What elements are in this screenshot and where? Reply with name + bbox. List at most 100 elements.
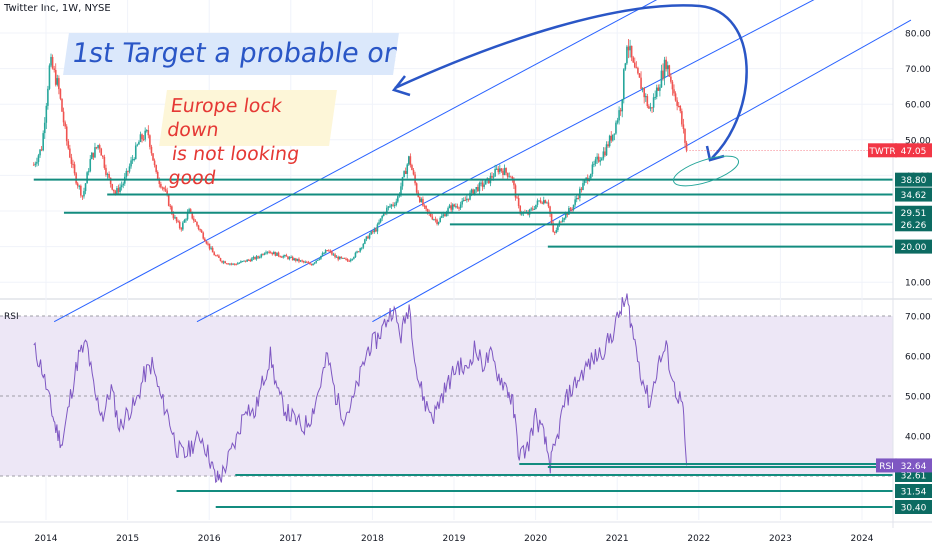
candle-body: [108, 174, 110, 178]
rsi-axis[interactable]: 70.00 60.00 50.00 40.00: [905, 313, 931, 443]
candle-body: [241, 261, 244, 263]
target-annotation[interactable]: 1st Target a probable one !: [63, 33, 399, 75]
price-tick-label: 10.00: [905, 279, 931, 289]
candle-body: [422, 198, 424, 206]
candle-body: [357, 251, 360, 253]
candle-body: [539, 200, 542, 203]
candle-body: [196, 221, 198, 226]
candle-body: [92, 152, 95, 158]
candle-body: [48, 65, 51, 89]
candle-body: [505, 168, 507, 173]
candle-body: [546, 202, 548, 204]
candle-body: [379, 218, 382, 223]
candle-body: [240, 261, 242, 263]
candle-body: [268, 251, 270, 253]
candle-body: [395, 201, 398, 206]
candle-body: [197, 225, 200, 230]
candle-body: [499, 168, 501, 173]
candle-body: [583, 180, 586, 184]
candle-body: [271, 252, 274, 255]
candle-body: [67, 141, 70, 149]
candle-body: [47, 88, 49, 106]
time-tick-label: 2024: [851, 534, 874, 544]
last-price-badge: [895, 143, 932, 158]
candle-body: [315, 260, 318, 263]
candle-body: [191, 211, 194, 219]
candle-body: [632, 57, 635, 63]
candle-body: [436, 219, 438, 224]
candle-body: [682, 124, 685, 130]
candle-body: [182, 222, 184, 230]
ticker-label: TWTR: [868, 147, 895, 157]
candle-body: [133, 158, 135, 160]
candle-body: [273, 252, 275, 255]
candle-body: [612, 134, 614, 141]
candle-body: [266, 251, 269, 253]
candle-body: [613, 133, 616, 135]
candle-body: [76, 183, 79, 186]
candle-body: [590, 174, 592, 179]
candle-body: [508, 176, 511, 178]
candle-body: [646, 96, 649, 107]
support-lines: [33, 178, 893, 508]
candle-body: [106, 174, 109, 176]
candle-body: [97, 145, 99, 148]
candle-body: [605, 144, 608, 156]
candle-body: [542, 200, 545, 204]
candle-body: [621, 99, 624, 112]
channel-line: [372, 19, 912, 323]
candle-body: [624, 63, 627, 70]
candle-body: [649, 107, 652, 109]
candle-body: [193, 218, 195, 221]
rsi-name-label: RSI: [879, 462, 894, 472]
time-tick-label: 2019: [443, 534, 466, 544]
candle-body: [102, 155, 104, 157]
candle-body: [219, 258, 222, 261]
candle-body: [673, 89, 675, 94]
candle-body: [36, 161, 38, 164]
candle-body: [155, 165, 157, 172]
candle-body: [81, 195, 84, 197]
candle-body: [423, 205, 426, 207]
candle-body: [652, 97, 655, 108]
candle-body: [575, 198, 578, 200]
candle-body: [83, 191, 85, 197]
candle-body: [640, 77, 642, 89]
candle-body: [459, 204, 462, 209]
candle-body: [73, 164, 76, 174]
candle-body: [199, 229, 201, 231]
price-support-line-label: 26.26: [901, 221, 927, 231]
candle-body: [174, 217, 176, 219]
symbol-title: Twitter Inc, 1W, NYSE: [4, 3, 111, 14]
candle-body: [61, 98, 63, 112]
candle-body: [364, 239, 366, 244]
europe-annotation[interactable]: Europe lock down is not looking good: [159, 90, 337, 189]
time-tick-label: 2017: [279, 534, 302, 544]
time-axis[interactable]: 2014 2015 2016 2017 2018 2019 2020 2021 2022 2023…: [0, 521, 932, 544]
candle-body: [684, 129, 686, 143]
candle-body: [34, 163, 37, 165]
candle-body: [274, 252, 277, 256]
candle-body: [189, 209, 192, 212]
candle-body: [222, 261, 225, 263]
candle-body: [514, 185, 517, 198]
price-support-line-label: 20.00: [901, 243, 927, 253]
candle-body: [149, 135, 151, 147]
candle-body: [531, 208, 534, 210]
candle-body: [472, 189, 474, 195]
candle-body: [318, 258, 321, 260]
candle-body: [161, 187, 164, 189]
candle-body: [591, 164, 594, 175]
rsi-support-line-label: 32.61: [901, 472, 927, 482]
candle-body: [138, 141, 140, 145]
candle-body: [337, 256, 339, 260]
candle-body: [511, 176, 514, 180]
time-tick-label: 2014: [35, 534, 58, 544]
candle-body: [309, 262, 311, 265]
candle-body: [415, 183, 418, 193]
candle-body: [204, 238, 206, 242]
candle-body: [655, 87, 658, 97]
candle-body: [520, 213, 523, 215]
